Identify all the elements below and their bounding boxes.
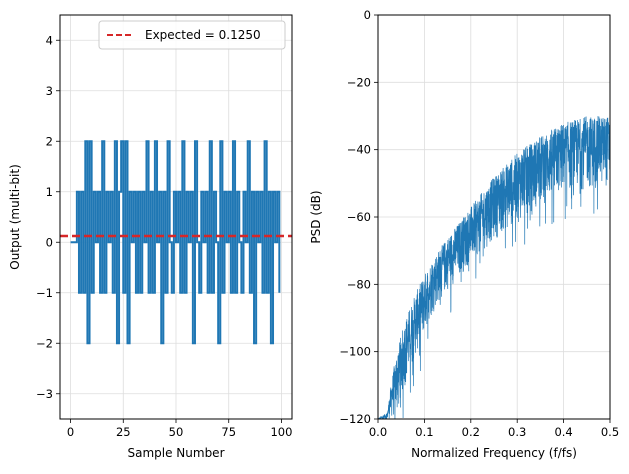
left-y-tick-label: −2	[36, 336, 53, 350]
right-y-axis-label: PSD (dB)	[309, 190, 323, 243]
right-x-tick-label: 0.1	[415, 425, 433, 439]
right-plot-data	[378, 116, 610, 419]
left-axis-ticks: 0 25 50 75 100 −3 −2 −1 0 1 2 3 4	[36, 33, 292, 439]
left-x-tick-label: 25	[116, 425, 131, 439]
right-x-tick-label: 0.3	[508, 425, 526, 439]
left-x-tick-label: 100	[270, 425, 292, 439]
left-y-tick-label: 3	[46, 84, 53, 98]
left-x-tick-label: 0	[67, 425, 74, 439]
legend-entry-expected: Expected = 0.1250	[145, 28, 261, 42]
left-x-tick-label: 50	[169, 425, 184, 439]
right-x-tick-label: 0.2	[462, 425, 480, 439]
left-plot-data	[60, 140, 292, 345]
left-x-axis-label: Sample Number	[127, 446, 224, 460]
right-y-tick-label: −40	[347, 143, 371, 157]
right-x-tick-label: 0.4	[554, 425, 572, 439]
right-y-tick-label: −100	[339, 345, 371, 359]
left-y-tick-label: 2	[46, 134, 53, 148]
right-plot-panel: 0.0 0.1 0.2 0.3 0.4 0.5−120−100−80−60−40−200 …	[309, 8, 619, 460]
right-y-tick-label: 0	[364, 8, 371, 22]
right-y-tick-label: −20	[347, 75, 371, 89]
left-x-tick-label: 75	[221, 425, 236, 439]
left-y-axis-label: Output (multi-bit)	[8, 164, 22, 270]
left-plot-panel: 0 25 50 75 100 −3 −2 −1 0 1 2 3 4 Sample Number Outp…	[8, 14, 293, 460]
left-y-tick-label: −1	[36, 286, 53, 300]
right-y-tick-label: −80	[347, 277, 371, 291]
left-y-tick-label: 1	[46, 185, 53, 199]
left-y-tick-label: −3	[36, 387, 53, 401]
right-y-tick-label: −120	[339, 412, 371, 426]
output-step-series	[70, 140, 281, 345]
psd-series	[378, 116, 610, 419]
right-axis-ticks: 0.0 0.1 0.2 0.3 0.4 0.5 −120 −100 −80 −60 −40 −20 0	[339, 8, 619, 439]
legend-box	[98, 20, 286, 50]
left-y-tick-label: 0	[46, 235, 53, 249]
legend: Expected = 0.1250	[98, 20, 286, 50]
right-x-tick-label: 0.5	[601, 425, 619, 439]
right-x-tick-label: 0.0	[369, 425, 387, 439]
right-y-tick-label: −60	[347, 210, 371, 224]
right-x-axis-label: Normalized Frequency (f/fs)	[411, 446, 577, 460]
left-y-tick-label: 4	[46, 33, 53, 47]
